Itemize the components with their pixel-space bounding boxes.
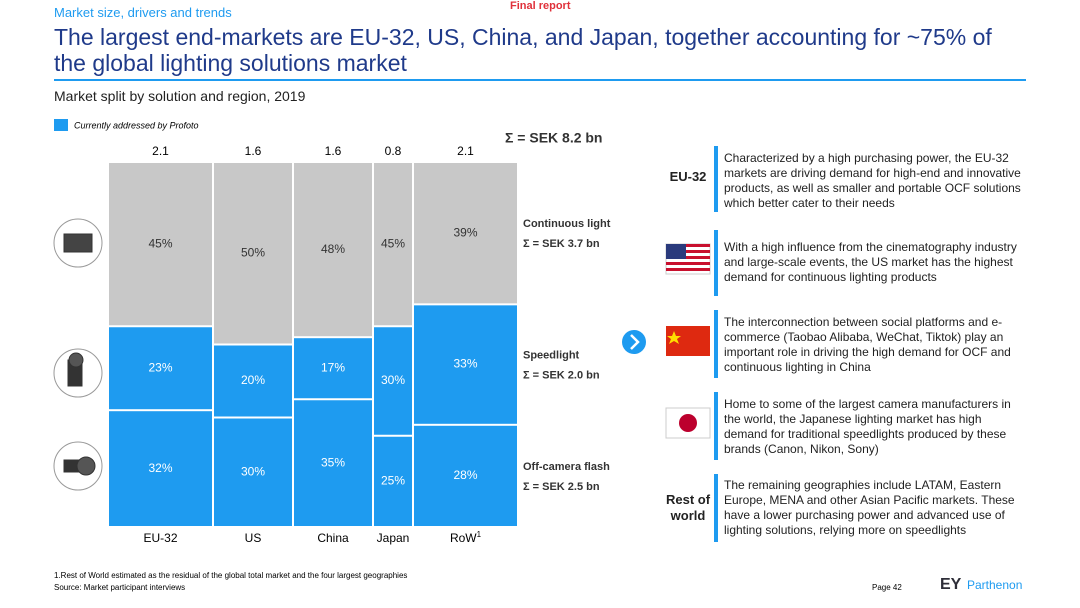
value-label: 33% [453,357,477,371]
value-label: 32% [148,461,172,475]
region-text: The remaining geographies include LATAM,… [724,478,1015,537]
value-label: 30% [381,373,405,387]
segment [214,163,292,344]
series-sum: Σ = SEK 2.0 bn [523,369,600,381]
category: EU-32 [143,531,177,545]
footnote-marker: 1 [477,530,482,539]
segment [374,436,412,526]
category: Japan [377,531,410,545]
segment [109,411,212,526]
x-tick-label: US [245,531,262,545]
region-bar [714,310,718,378]
region-text: Characterized by a high purchasing power… [724,151,1021,210]
icons [53,218,103,491]
width-label: 2.1 [152,144,169,158]
segment [109,327,212,410]
width-label: 1.6 [245,144,262,158]
series-sum: Σ = SEK 2.5 bn [523,481,600,493]
x-tick-label: China [317,531,349,545]
value-label: 30% [241,464,265,478]
status: Final report [510,0,571,12]
legend-label: Currently addressed by Profoto [74,120,199,130]
segment [294,163,372,337]
brand: EY [940,576,962,593]
value-label: 48% [321,242,345,256]
value-label: 28% [453,468,477,482]
chevron-arrow [630,334,640,350]
region-bar [714,230,718,296]
segment [214,345,292,417]
value-label: 20% [241,373,265,387]
region-bar [714,474,718,542]
segment [414,163,517,304]
page-number: Page 42 [872,583,902,592]
segment [414,425,517,526]
region-text: The interconnection between social platf… [724,315,1011,374]
value-label: 39% [453,225,477,239]
category: China [317,531,349,545]
subtitle: Market split by solution and region, 201… [54,88,306,104]
source: Source: Market participant interviews [54,583,185,592]
x-tick-label: RoW1 [450,530,482,545]
footnote: 1.Rest of World estimated as the residua… [54,571,407,580]
region-bar [714,146,718,212]
segment [374,163,412,326]
value-label: 35% [321,455,345,469]
region-bar [714,392,718,460]
x-tick-label: Japan [377,531,410,545]
brand-sub: Parthenon [967,578,1022,592]
width-label: 0.8 [385,144,402,158]
segment [109,163,212,326]
value-label: 45% [381,236,405,250]
segment [214,418,292,526]
series-name: Off-camera flash [523,461,610,473]
title: The largest end-markets are EU-32, US, C… [54,24,992,76]
category: RoW [450,531,477,545]
x-tick-label: EU-32 [143,531,177,545]
value-label: 25% [381,474,405,488]
region-label: Rest of world [665,492,711,523]
width-label: 1.6 [325,144,342,158]
segment [414,305,517,424]
region-text: With a high influence from the cinematog… [724,240,1017,284]
chevron [622,330,646,354]
segment [374,327,412,435]
category: US [245,531,262,545]
section: Market size, drivers and trends [54,5,232,20]
segment [294,338,372,399]
value-label: 17% [321,360,345,374]
value-label: 45% [148,236,172,250]
legend-swatch [54,119,68,131]
series-name: Speedlight [523,349,580,361]
region-text: Home to some of the largest camera manuf… [724,397,1011,456]
rule [54,79,1026,81]
series-sum: Σ = SEK 3.7 bn [523,238,600,250]
width-label: 2.1 [457,144,474,158]
total-label: Σ = SEK 8.2 bn [505,130,603,146]
value-label: 23% [148,360,172,374]
flags [665,243,711,439]
series-name: Continuous light [523,218,611,230]
segment [294,400,372,526]
region-label: EU-32 [669,169,707,184]
value-label: 50% [241,245,265,259]
